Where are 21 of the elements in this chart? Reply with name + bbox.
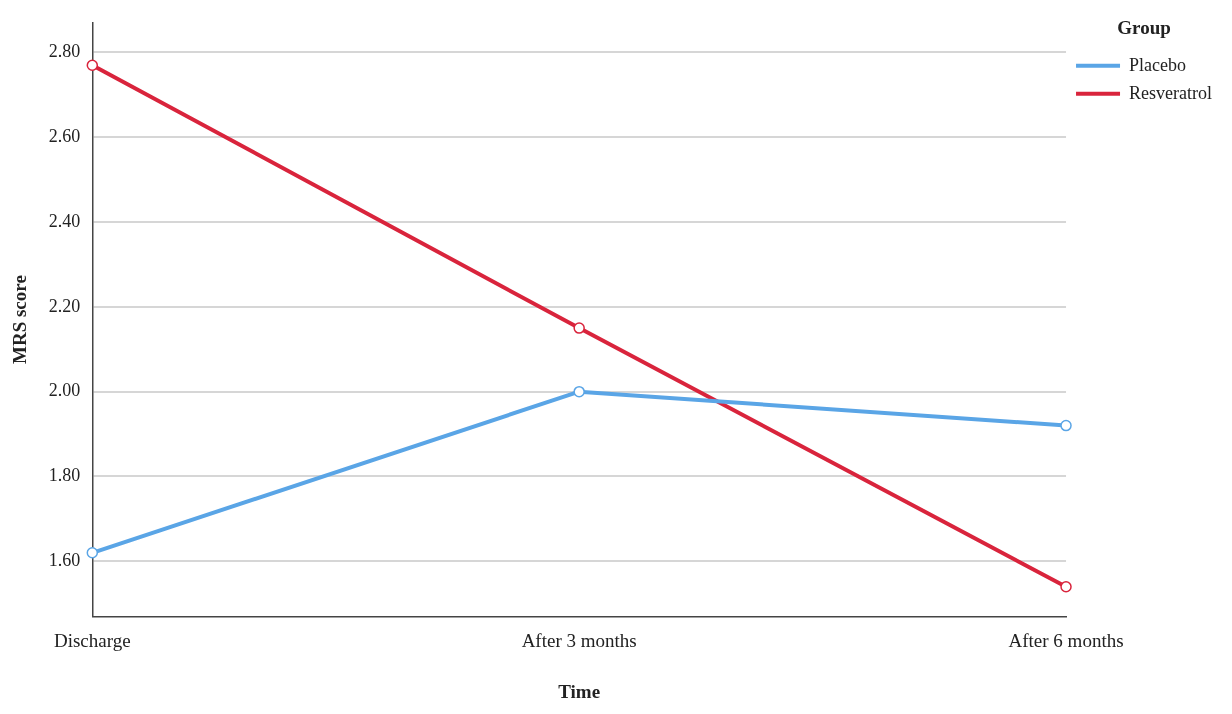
point <box>1060 580 1072 593</box>
x-axis-title: Time <box>558 680 601 702</box>
y-tick-label: 1.60 <box>48 550 81 571</box>
y-tick-label: 2.40 <box>48 210 81 231</box>
x-tick-label: Discharge <box>53 629 131 651</box>
point <box>86 59 99 71</box>
point <box>1060 419 1072 432</box>
y-axis-title: MRS score <box>9 275 31 365</box>
y-tick-label: 1.80 <box>48 465 81 486</box>
legend-label: Resveratrol <box>1129 82 1212 103</box>
y-tick-label: 2.80 <box>48 41 81 62</box>
point <box>573 385 585 398</box>
point <box>86 547 99 559</box>
legend-title: Group <box>1117 17 1171 39</box>
y-tick-label: 2.00 <box>48 380 81 401</box>
x-tick-label: After 3 months <box>521 629 637 651</box>
y-tick-label: 2.20 <box>48 295 81 316</box>
point <box>573 322 585 334</box>
y-tick-label: 2.60 <box>48 126 81 147</box>
x-tick-label: After 6 months <box>1008 629 1124 651</box>
legend-label: Placebo <box>1129 54 1187 75</box>
